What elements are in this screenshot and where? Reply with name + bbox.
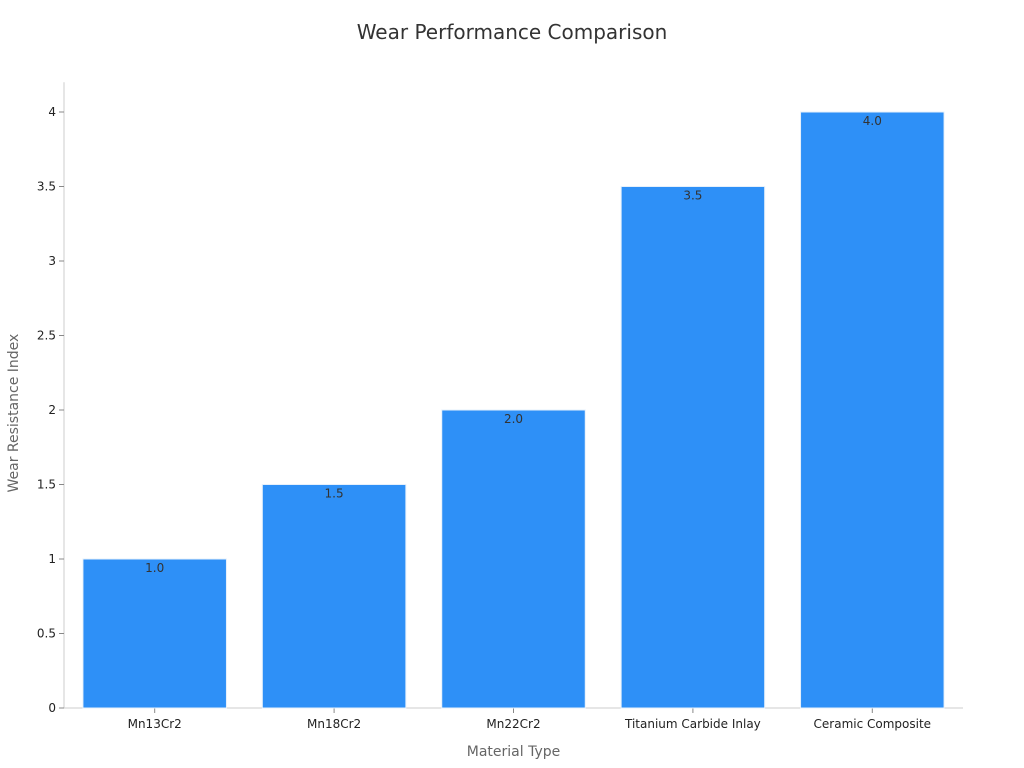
bar-mn18cr2 [261,484,407,709]
chart-title: Wear Performance Comparison [356,20,668,44]
y-tick-label: 4 [48,105,56,119]
data-label: 3.5 [683,189,702,203]
y-tick-label: 2 [48,403,56,417]
x-tick-label: Mn18Cr2 [307,717,361,731]
y-tick-label: 3 [48,254,56,268]
bar-mn22cr2 [441,409,586,709]
data-label: 2.0 [504,412,523,426]
x-tick-label: Titanium Carbide Inlay [624,717,761,731]
data-label: 4.0 [863,114,882,128]
y-tick-label: 3.5 [37,180,56,194]
y-tick-label: 0.5 [37,627,56,641]
y-axis-title: Wear Resistance Index [6,334,22,493]
data-label: 1.0 [145,561,164,575]
bar-ceramic-composite [800,111,945,709]
y-tick-label: 1.5 [37,478,56,492]
y-tick-label: 1 [48,552,56,566]
x-tick-label: Mn22Cr2 [486,717,540,731]
bar-mn13cr2 [82,558,227,709]
data-label: 1.5 [325,487,344,501]
y-tick-label: 2.5 [37,329,56,343]
bar-titanium-carbide-inlay [620,186,766,709]
x-tick-label: Mn13Cr2 [128,717,182,731]
y-tick-label: 0 [48,701,56,715]
x-tick-label: Ceramic Composite [814,717,932,731]
x-axis-title: Material Type [467,744,560,760]
